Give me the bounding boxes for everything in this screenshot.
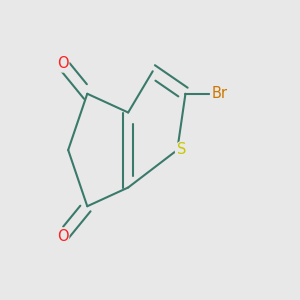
Text: Br: Br (212, 86, 227, 101)
Text: S: S (177, 142, 186, 158)
Text: O: O (57, 56, 68, 71)
Circle shape (57, 56, 69, 72)
Text: O: O (57, 229, 68, 244)
Circle shape (57, 228, 69, 244)
Circle shape (211, 81, 229, 106)
Circle shape (176, 142, 188, 158)
